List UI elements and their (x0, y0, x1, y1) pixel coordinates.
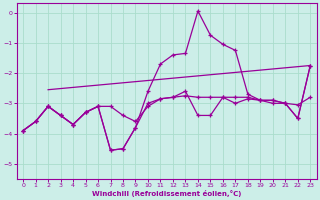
X-axis label: Windchill (Refroidissement éolien,°C): Windchill (Refroidissement éolien,°C) (92, 190, 241, 197)
